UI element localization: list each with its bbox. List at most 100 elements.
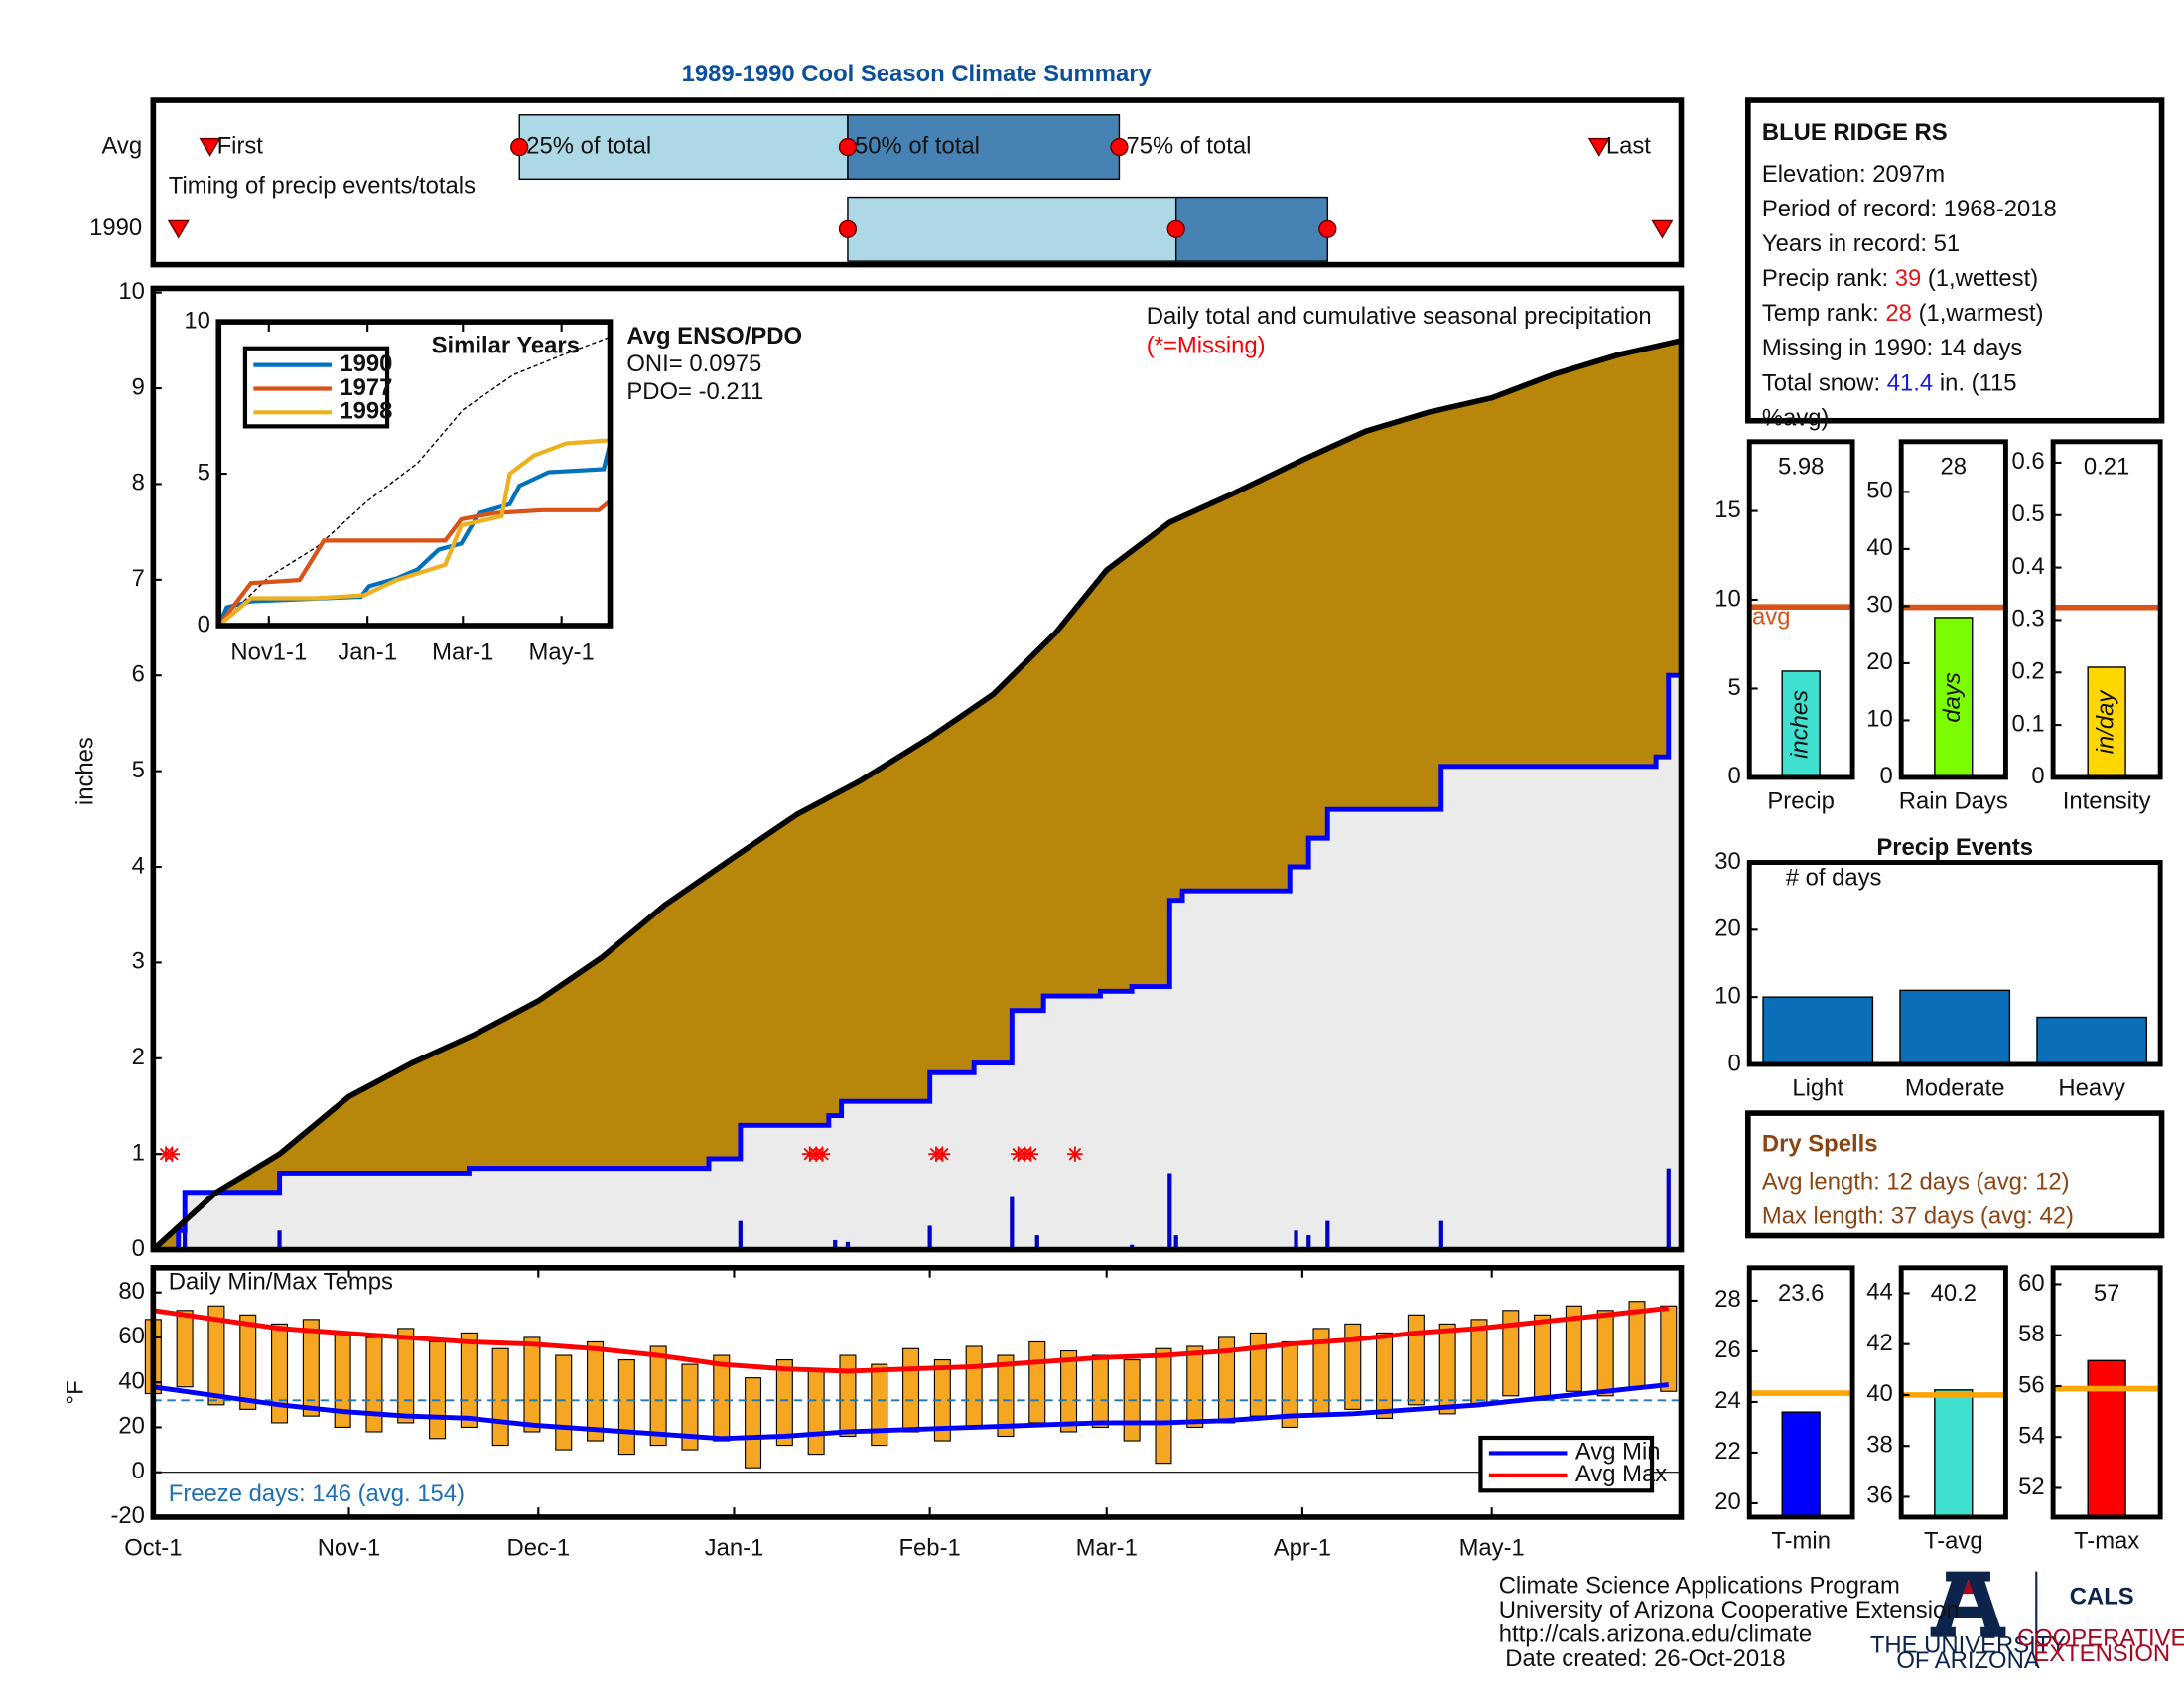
row-label: Avg	[101, 132, 142, 159]
chart-title: Daily Min/Max Temps	[169, 1269, 393, 1296]
plot-frame	[2050, 439, 2163, 780]
x-tick-label: Jan-1	[338, 638, 397, 665]
enso-text: ONI= 0.0975	[626, 351, 761, 377]
x-tick-label: T-min	[1771, 1528, 1831, 1555]
station-line: Years in record: 51	[1762, 230, 1960, 257]
station-text: Temp rank:	[1762, 300, 1879, 327]
plot-frame	[1898, 1265, 2008, 1520]
daily-bar	[927, 1225, 932, 1250]
y-tick-label: 0.1	[2012, 710, 2045, 737]
bar	[1934, 1389, 1974, 1518]
temp-bar	[839, 1354, 857, 1438]
daily-bar	[1325, 1220, 1330, 1250]
y-tick-label: 0	[1728, 1050, 1741, 1076]
series-line	[216, 438, 611, 628]
y-tick-label: 8	[132, 470, 145, 496]
daily-bar	[1306, 1235, 1311, 1250]
x-tick-label: T-avg	[1924, 1528, 1983, 1555]
footer-line: Climate Science Applications Program	[1499, 1572, 1900, 1599]
temp-bar	[902, 1347, 920, 1433]
bar	[1934, 617, 1974, 778]
daily-bar	[833, 1239, 838, 1250]
temp-bar	[1534, 1314, 1552, 1401]
marker-label: 75% of total	[1126, 132, 1251, 159]
station-text: Elevation: 2097m	[1762, 161, 1945, 188]
plot-frame	[1898, 439, 2008, 780]
marker-label: Last	[1606, 132, 1651, 159]
plot-frame	[1746, 1265, 1855, 1520]
y-tick-label: 60	[2018, 1270, 2045, 1297]
annotation: Daily total and cumulative seasonal prec…	[1147, 303, 1652, 330]
y-tick-label: 5	[132, 757, 145, 783]
footer-line: http://cals.arizona.edu/climate	[1499, 1621, 1812, 1648]
y-tick-label: 10	[1714, 982, 1741, 1009]
temp-bar	[713, 1354, 731, 1442]
station-text: 39	[1895, 265, 1922, 292]
y-tick-label: 22	[1714, 1438, 1741, 1465]
y-tick-label: 4	[132, 852, 145, 879]
x-tick-label: May-1	[1459, 1535, 1525, 1562]
y-tick-label: 58	[2018, 1321, 2045, 1347]
y-tick-label: 0	[2031, 763, 2044, 789]
temp-bar	[775, 1359, 793, 1447]
bar	[2087, 666, 2126, 778]
missing-marker	[164, 1146, 181, 1162]
y-tick-label: 26	[1714, 1336, 1741, 1363]
value-label: 28	[1941, 454, 1968, 481]
y-tick-label: 54	[2018, 1423, 2045, 1450]
temp-bar	[1060, 1349, 1078, 1433]
ua-logo	[1930, 1571, 2038, 1667]
unit-label: inches	[1786, 690, 1813, 759]
daily-bar	[1010, 1196, 1015, 1250]
daily-bar	[1167, 1173, 1172, 1250]
station-text: Total snow:	[1762, 370, 1880, 397]
missing-marker	[814, 1146, 831, 1162]
temp-bar	[617, 1359, 635, 1456]
missing-marker	[934, 1146, 951, 1162]
x-tick-label: Heavy	[2058, 1075, 2125, 1102]
marker-label: 25% of total	[526, 132, 651, 159]
row-label: 1990	[89, 214, 142, 241]
daily-bar	[1666, 1168, 1671, 1250]
series-line	[152, 1382, 1669, 1442]
inset-title: Similar Years	[432, 333, 580, 359]
station-text: Years in record: 51	[1762, 230, 1960, 257]
temp-bar	[1344, 1323, 1362, 1410]
y-tick-label: 20	[118, 1413, 145, 1440]
y-tick-label: 0	[198, 611, 210, 637]
y-tick-label: 80	[118, 1278, 145, 1305]
temp-bar	[1407, 1314, 1425, 1406]
temp-bar	[365, 1336, 383, 1433]
logo-a-center	[1962, 1580, 1975, 1595]
legend-label: Avg Max	[1575, 1461, 1667, 1487]
plot-frame	[150, 1265, 1685, 1520]
y-tick-label: 10	[118, 278, 145, 305]
average-label: avg	[1752, 604, 1790, 631]
station-line: Temp rank: 28 (1,warmest)	[1762, 300, 2044, 327]
y-tick-label: 50	[1866, 478, 1893, 504]
station-text: Period of record: 1968-2018	[1762, 196, 2057, 222]
extension-name: EXTENSION	[2033, 1640, 2170, 1667]
temp-bar	[649, 1345, 667, 1447]
temp-bar	[681, 1363, 699, 1451]
temp-bar	[460, 1332, 478, 1429]
value-label: 57	[2094, 1280, 2120, 1307]
freeze-note: Freeze days: 146 (avg. 154)	[169, 1480, 465, 1507]
temp-bar	[1091, 1354, 1109, 1429]
event-marker	[1587, 137, 1610, 157]
extension-name: COOPERATIVE	[2017, 1625, 2184, 1652]
quartile-marker	[1166, 219, 1185, 238]
y-tick-label: 20	[1866, 648, 1893, 675]
x-tick-label: Precip	[1767, 787, 1835, 814]
temp-bar	[745, 1377, 762, 1469]
daily-bar	[1034, 1235, 1039, 1250]
temp-bar	[1660, 1305, 1678, 1392]
station-line: Missing in 1990: 14 days	[1762, 335, 2023, 361]
x-tick-label: May-1	[529, 638, 595, 665]
quartile-marker	[1318, 219, 1337, 238]
x-tick-label: Mar-1	[1076, 1535, 1138, 1562]
y-tick-label: 0.4	[2012, 553, 2045, 580]
y-tick-label: 40	[1866, 534, 1893, 561]
x-tick-label: Intensity	[2063, 787, 2151, 814]
